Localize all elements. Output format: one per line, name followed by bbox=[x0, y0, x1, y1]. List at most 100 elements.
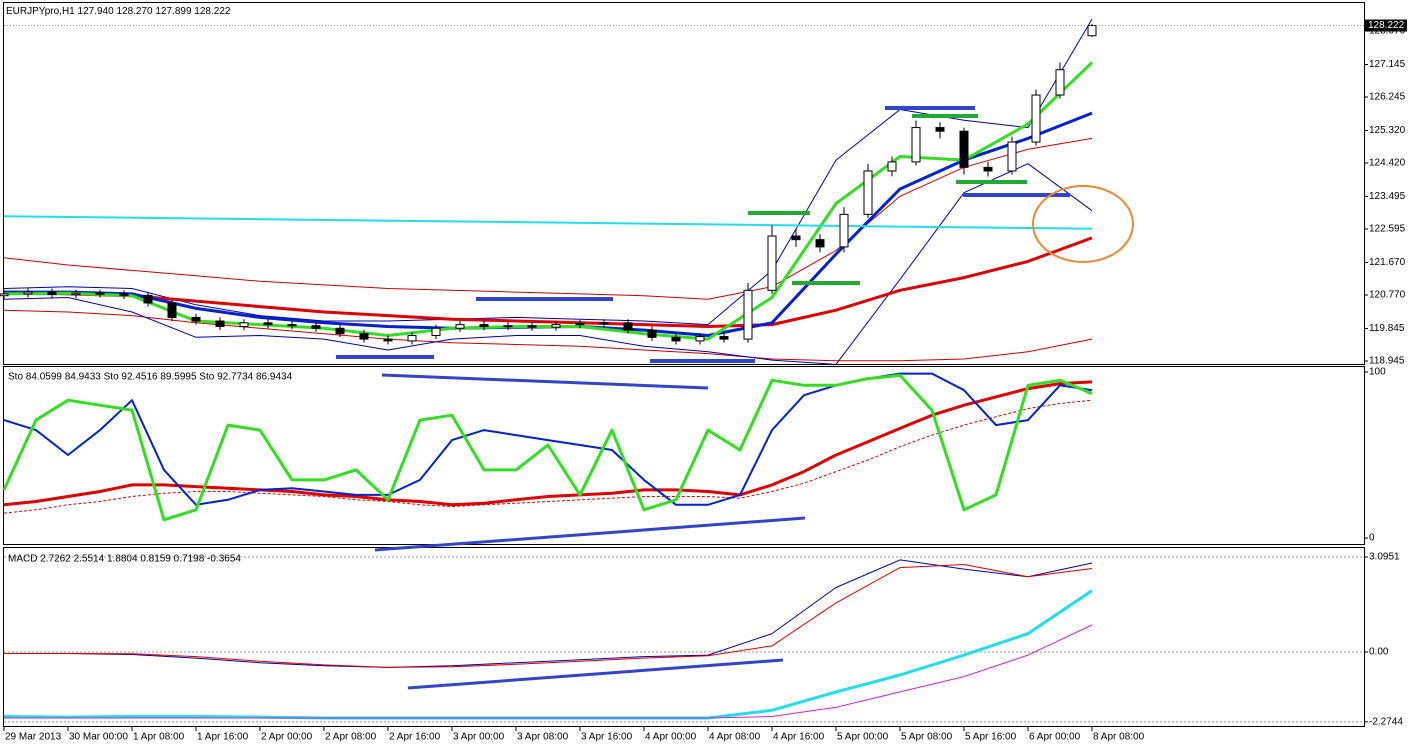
candle-body bbox=[959, 130, 969, 168]
y-tick-label: 122.595 bbox=[1369, 224, 1406, 235]
candle-body bbox=[119, 293, 129, 296]
candle-body bbox=[647, 329, 657, 338]
candle-body bbox=[911, 127, 921, 163]
x-tick-label: 3 Apr 08:00 bbox=[517, 732, 569, 743]
indicator-line bbox=[3, 236, 1093, 328]
y-tick-label: 120.770 bbox=[1369, 290, 1406, 301]
y-tick-label: 123.495 bbox=[1369, 191, 1406, 202]
x-tick-label: 1 Apr 08:00 bbox=[133, 732, 185, 743]
y-tick-label: 124.420 bbox=[1369, 158, 1406, 169]
y-tick-label: 0 bbox=[1369, 533, 1375, 544]
candle-body bbox=[695, 336, 705, 342]
x-tick-label: 30 Mar 00:00 bbox=[69, 732, 128, 743]
candle-body bbox=[95, 292, 105, 295]
x-tick-label: 2 Apr 00:00 bbox=[261, 732, 313, 743]
indicator-line bbox=[3, 18, 1093, 326]
candle-body bbox=[1087, 25, 1097, 37]
x-tick-label: 5 Apr 00:00 bbox=[837, 732, 889, 743]
candle-body bbox=[167, 302, 177, 318]
candle-body bbox=[743, 289, 753, 340]
candle-body bbox=[815, 239, 825, 248]
x-tick-label: 8 Apr 08:00 bbox=[1093, 732, 1145, 743]
candle-body bbox=[359, 333, 369, 340]
candle-body bbox=[863, 170, 873, 215]
last-price-label: 128.222 bbox=[1368, 20, 1405, 31]
indicator-line bbox=[4, 624, 1093, 719]
x-tick-label: 4 Apr 16:00 bbox=[773, 732, 825, 743]
trend-line bbox=[374, 516, 806, 552]
indicator-line bbox=[3, 215, 1093, 230]
candle-body bbox=[191, 316, 201, 322]
candle-body bbox=[311, 325, 321, 329]
y-tick-label: 126.245 bbox=[1369, 92, 1406, 103]
x-tick-label: 2 Apr 08:00 bbox=[325, 732, 377, 743]
y-tick-label: 127.145 bbox=[1369, 59, 1406, 70]
y-tick-label: 125.320 bbox=[1369, 125, 1406, 136]
macd-header: MACD 2.7262 2.5514 1.8804 0.8159 0.7198 … bbox=[8, 554, 241, 565]
candle-body bbox=[719, 336, 729, 340]
y-tick-label: -2.2744 bbox=[1369, 716, 1403, 727]
indicator-line bbox=[4, 559, 1093, 668]
y-tick-label: 100 bbox=[1369, 367, 1386, 378]
indicator-line bbox=[3, 137, 1093, 300]
stoch-header: Sto 84.0599 84.9433 Sto 92.4516 89.5995 … bbox=[8, 372, 293, 383]
candle-body bbox=[671, 336, 681, 342]
y-tick-label: 0.00 bbox=[1369, 647, 1389, 658]
candle-body bbox=[575, 323, 585, 326]
x-tick-label: 5 Apr 08:00 bbox=[901, 732, 953, 743]
candle-body bbox=[503, 325, 513, 328]
x-tick-label: 1 Apr 16:00 bbox=[197, 732, 249, 743]
x-tick-label: 5 Apr 16:00 bbox=[965, 732, 1017, 743]
highlight-ellipse bbox=[1032, 185, 1134, 263]
y-tick-label: 121.670 bbox=[1369, 257, 1406, 268]
plot-layer: 128.070127.145126.245125.320124.420123.4… bbox=[0, 18, 1407, 743]
indicator-line bbox=[2, 373, 1093, 522]
candle-body bbox=[455, 324, 465, 329]
candle-body bbox=[791, 235, 801, 241]
macd-frame bbox=[3, 547, 1365, 727]
candle-body bbox=[599, 322, 609, 325]
symbol: EURJPYpro,H1 bbox=[6, 6, 75, 17]
candle-body bbox=[839, 213, 849, 248]
candle-body bbox=[23, 291, 33, 295]
stoch-frame bbox=[3, 366, 1365, 545]
last-price-box bbox=[1365, 19, 1407, 32]
candle-body bbox=[1031, 94, 1041, 143]
candle-body bbox=[407, 334, 417, 342]
x-tick-label: 3 Apr 16:00 bbox=[581, 732, 633, 743]
candle-body bbox=[335, 327, 345, 335]
candle-body bbox=[263, 322, 273, 326]
candle-body bbox=[551, 324, 561, 328]
candle-body bbox=[527, 325, 537, 328]
candle-body bbox=[383, 338, 393, 342]
candle-body bbox=[767, 235, 777, 291]
indicator-line bbox=[3, 380, 1093, 507]
main-header: EURJPYpro,H1 127.940 128.270 127.899 128… bbox=[6, 6, 231, 17]
candle-body bbox=[887, 161, 897, 172]
indicator-line bbox=[3, 372, 1093, 506]
x-tick-label: 2 Apr 16:00 bbox=[389, 732, 441, 743]
x-tick-label: 4 Apr 00:00 bbox=[645, 732, 697, 743]
ohlc: 127.940 128.270 127.899 128.222 bbox=[78, 6, 231, 17]
candle-body bbox=[239, 322, 249, 327]
candle-body bbox=[935, 127, 945, 132]
x-tick-label: 3 Apr 00:00 bbox=[453, 732, 505, 743]
indicator-line bbox=[3, 163, 1093, 365]
candle-body bbox=[623, 322, 633, 331]
indicator-line bbox=[3, 309, 1093, 362]
trend-line bbox=[381, 373, 709, 390]
x-tick-label: 4 Apr 08:00 bbox=[709, 732, 761, 743]
candle-body bbox=[1055, 69, 1065, 96]
main-frame bbox=[3, 2, 1365, 365]
candle-body bbox=[479, 324, 489, 327]
y-tick-label: 3.0951 bbox=[1369, 552, 1400, 563]
candle-body bbox=[143, 294, 153, 304]
drawn-objects bbox=[336, 106, 1134, 690]
candle-body bbox=[983, 166, 993, 172]
y-tick-label: 118.945 bbox=[1369, 356, 1405, 367]
indicator-line bbox=[3, 61, 1094, 341]
indicator-line bbox=[4, 564, 1093, 668]
x-tick-label: 29 Mar 2013 bbox=[5, 732, 62, 743]
